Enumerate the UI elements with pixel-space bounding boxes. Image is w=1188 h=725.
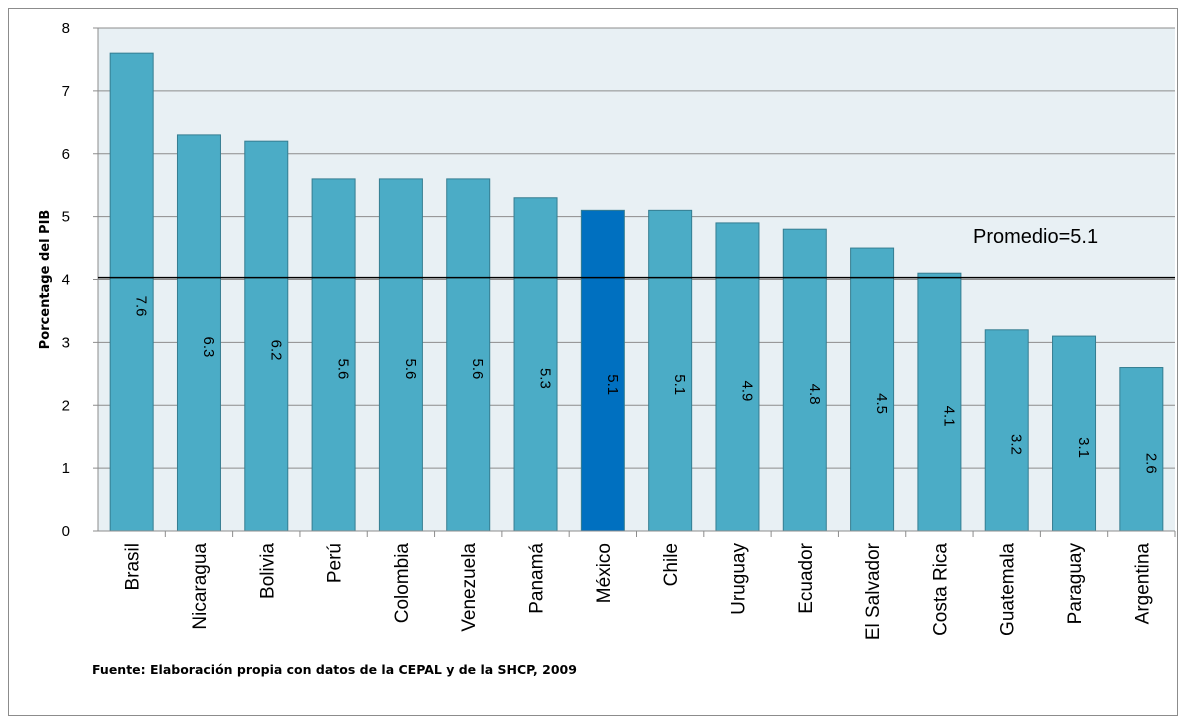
data-label: 4.1 <box>940 406 957 427</box>
x-tick-label: Ecuador <box>796 542 817 613</box>
x-tick-label: Colombia <box>392 543 413 624</box>
x-tick-label: Bolivia <box>257 543 278 599</box>
bar-colombia <box>378 178 423 532</box>
bar-perú <box>311 178 356 532</box>
bar-méxico <box>580 209 625 532</box>
y-tick-label: 3 <box>62 334 70 351</box>
data-label: 3.2 <box>1008 434 1025 455</box>
y-tick-label: 8 <box>62 20 70 37</box>
x-tick-label: Costa Rica <box>930 543 951 636</box>
y-tick-label: 0 <box>62 523 70 540</box>
bar-nicaragua <box>176 134 221 532</box>
bar-paraguay <box>1052 335 1097 532</box>
bar-venezuela <box>446 178 491 532</box>
x-tick-label: Guatemala <box>998 543 1019 636</box>
data-label: 6.3 <box>200 337 217 358</box>
data-labels: 7.6 6.3 6.2 5.6 5.6 5.6 5.3 5.1 5.1 4.9 4.8 4.5 4.1 3… <box>133 296 1160 474</box>
y-tick-label: 5 <box>62 209 70 226</box>
data-label: 5.1 <box>671 374 688 395</box>
data-label: 4.9 <box>738 381 755 402</box>
bar-argentina <box>1119 367 1164 532</box>
y-tick-label: 6 <box>62 146 70 163</box>
x-tick-label: Brasil <box>123 543 144 591</box>
x-axis-labels: Brasil Nicaragua Bolivia Perú Colombia Venezu… <box>123 531 1176 640</box>
bars <box>109 52 1164 532</box>
x-tick-label: México <box>594 543 615 603</box>
data-label: 5.1 <box>604 374 621 395</box>
bar-chile <box>648 209 693 532</box>
bar-uruguay <box>715 222 760 532</box>
bar-bolivia <box>244 140 289 532</box>
y-tick-label: 4 <box>62 272 70 289</box>
y-axis-title: Porcentage del PIB <box>38 210 53 350</box>
bar-el-salvador <box>850 247 895 532</box>
data-label: 5.3 <box>537 368 554 389</box>
data-label: 5.6 <box>335 359 352 380</box>
bar-panamá <box>513 197 558 532</box>
bar-ecuador <box>782 228 827 532</box>
x-tick-label: El Salvador <box>863 542 884 640</box>
bar-costa-rica <box>917 272 962 532</box>
y-tick-label: 7 <box>62 83 70 100</box>
data-label: 6.2 <box>267 340 284 361</box>
x-tick-label: Paraguay <box>1065 543 1086 625</box>
data-label: 3.1 <box>1075 437 1092 458</box>
data-label: 5.6 <box>469 359 486 380</box>
x-tick-label: Venezuela <box>459 543 480 632</box>
source-note: Fuente: Elaboración propia con datos de … <box>92 662 577 677</box>
data-label: 4.8 <box>806 384 823 405</box>
bar-guatemala <box>984 329 1029 532</box>
data-label: 2.6 <box>1142 453 1159 474</box>
average-label: Promedio=5.1 <box>973 226 1098 248</box>
data-label: 7.6 <box>133 296 150 317</box>
y-axis-ticks: 0 1 2 3 4 5 6 7 8 <box>62 20 98 540</box>
y-tick-label: 1 <box>62 460 70 477</box>
bar-brasil <box>109 52 154 532</box>
x-tick-label: Uruguay <box>728 543 749 615</box>
x-tick-label: Panamá <box>527 543 548 614</box>
data-label: 5.6 <box>402 359 419 380</box>
y-tick-label: 2 <box>62 397 70 414</box>
x-tick-label: Argentina <box>1132 543 1153 625</box>
x-tick-label: Perú <box>325 543 346 583</box>
x-tick-label: Chile <box>661 543 682 586</box>
data-label: 4.5 <box>873 393 890 414</box>
x-tick-label: Nicaragua <box>190 543 211 630</box>
